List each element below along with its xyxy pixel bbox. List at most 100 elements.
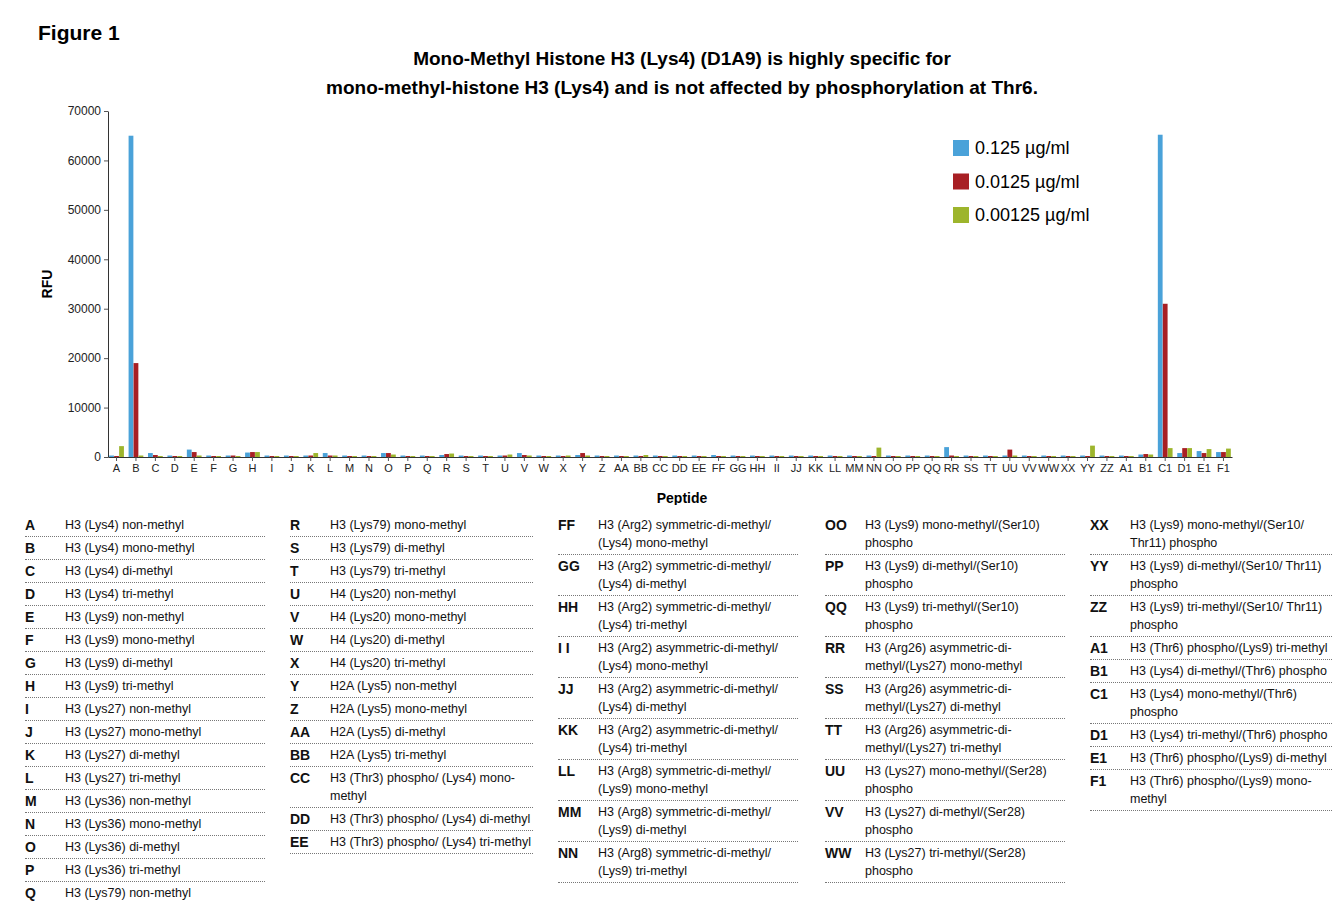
bar [109, 456, 114, 457]
x-tick-label: MM [845, 462, 863, 474]
bar [153, 455, 158, 457]
bar [702, 456, 707, 457]
x-tick-mark [388, 457, 389, 461]
bar [755, 456, 760, 457]
x-tick-mark [1087, 457, 1088, 461]
bar [741, 456, 746, 457]
x-tick-label: XX [1061, 462, 1076, 474]
x-tick-mark [679, 457, 680, 461]
bar [566, 456, 571, 457]
bar [289, 456, 294, 457]
x-tick-mark [271, 457, 272, 461]
bar [541, 456, 546, 457]
x-tick: B1 [1139, 457, 1152, 474]
x-tick: W [539, 457, 550, 474]
x-tick-label: DD [672, 462, 688, 474]
x-tick-label: W [539, 462, 550, 474]
x-tick-mark [796, 457, 797, 461]
bar [187, 450, 192, 457]
bar [915, 456, 920, 457]
x-tick: OO [885, 457, 903, 474]
key-label: H3 (Lys36) non-methyl [65, 792, 265, 810]
key-row: C1H3 (Lys4) mono-methyl/(Thr6) phospho [1090, 683, 1332, 724]
bar [585, 456, 590, 457]
key-row: WWH3 (Lys27) tri-methyl/(Ser28) phospho [825, 842, 1065, 883]
key-code: U [290, 585, 330, 603]
x-tick: MM [845, 457, 863, 474]
bar [905, 456, 910, 457]
bar [546, 456, 551, 457]
key-row: YH2A (Lys5) non-methyl [290, 675, 533, 698]
bar [508, 455, 513, 457]
key-label: H3 (Lys9) mono-methyl/(Ser10) phospho [865, 516, 1065, 552]
bar [352, 456, 357, 457]
key-label: H4 (Lys20) di-methyl [330, 631, 533, 649]
key-row: VH4 (Lys20) mono-methyl [290, 606, 533, 629]
bar [177, 456, 182, 457]
x-tick-mark [1048, 457, 1049, 461]
x-tick: JJ [791, 457, 802, 474]
key-label: H3 (Lys79) non-methyl [65, 884, 265, 901]
bar [1002, 456, 1007, 457]
y-tick-mark [104, 358, 108, 359]
bar [808, 456, 813, 457]
x-tick-label: OO [885, 462, 903, 474]
bar [857, 456, 862, 457]
bar [444, 454, 449, 457]
x-tick-mark [893, 457, 894, 461]
key-code: KK [558, 721, 598, 739]
key-label: H3 (Arg2) symmetric-di-methyl/ (Lys4) mo… [598, 516, 798, 552]
bar [1041, 456, 1046, 457]
x-tick: F1 [1217, 457, 1230, 474]
key-row: FFH3 (Arg2) symmetric-di-methyl/ (Lys4) … [558, 514, 798, 555]
bar [1012, 456, 1017, 457]
key-code: A [25, 516, 65, 534]
x-tick-label: D [171, 462, 179, 474]
x-tick-label: UU [1002, 462, 1018, 474]
key-row: OOH3 (Lys9) mono-methyl/(Ser10) phospho [825, 514, 1065, 555]
bar [1182, 448, 1187, 457]
x-tick: R [443, 457, 451, 474]
key-label: H3 (Lys4) tri-methyl [65, 585, 265, 603]
bar [619, 456, 624, 457]
x-tick-label: X [560, 462, 568, 474]
bar [1138, 455, 1143, 457]
x-tick-label: TT [984, 462, 998, 474]
x-tick-mark [757, 457, 758, 461]
key-label: H4 (Lys20) mono-methyl [330, 608, 533, 626]
bar [362, 456, 367, 457]
key-row: DH3 (Lys4) tri-methyl [25, 583, 265, 606]
bar [580, 453, 585, 457]
bar [896, 456, 901, 457]
bar [993, 456, 998, 457]
bar [1110, 456, 1115, 457]
bar [1124, 456, 1129, 457]
key-label: H3 (Thr6) phospho/(Lys9) tri-methyl [1130, 639, 1332, 657]
key-row: XXH3 (Lys9) mono-methyl/(Ser10/ Thr11) p… [1090, 514, 1332, 555]
x-tick: Y [579, 457, 587, 474]
x-tick: A1 [1120, 457, 1133, 474]
x-tick-mark [213, 457, 214, 461]
key-label: H2A (Lys5) di-methyl [330, 723, 533, 741]
bar [464, 456, 469, 457]
x-tick-label: L [327, 462, 333, 474]
x-tick: E [191, 457, 198, 474]
key-column: XXH3 (Lys9) mono-methyl/(Ser10/ Thr11) p… [1090, 514, 1332, 811]
bar [391, 455, 396, 457]
y-tick-mark [104, 210, 108, 211]
key-row: UUH3 (Lys27) mono-methyl/(Ser28) phospho [825, 760, 1065, 801]
key-code: I [25, 700, 65, 718]
key-label: H3 (Lys9) di-methyl/(Ser10/ Thr11) phosp… [1130, 557, 1332, 593]
key-code: M [25, 792, 65, 810]
chart-title-line: mono-methyl-histone H3 (Lys4) and is not… [326, 77, 1038, 98]
key-code: JJ [558, 680, 598, 698]
bar [192, 452, 197, 457]
x-tick-label: ZZ [1100, 462, 1114, 474]
bar [459, 456, 464, 457]
y-tick-mark [104, 111, 108, 112]
key-row: EEH3 (Thr3) phospho/ (Lys4) tri-methyl [290, 831, 533, 854]
key-code: S [290, 539, 330, 557]
key-code: XX [1090, 516, 1130, 534]
bar [813, 456, 818, 457]
bar [381, 453, 386, 457]
